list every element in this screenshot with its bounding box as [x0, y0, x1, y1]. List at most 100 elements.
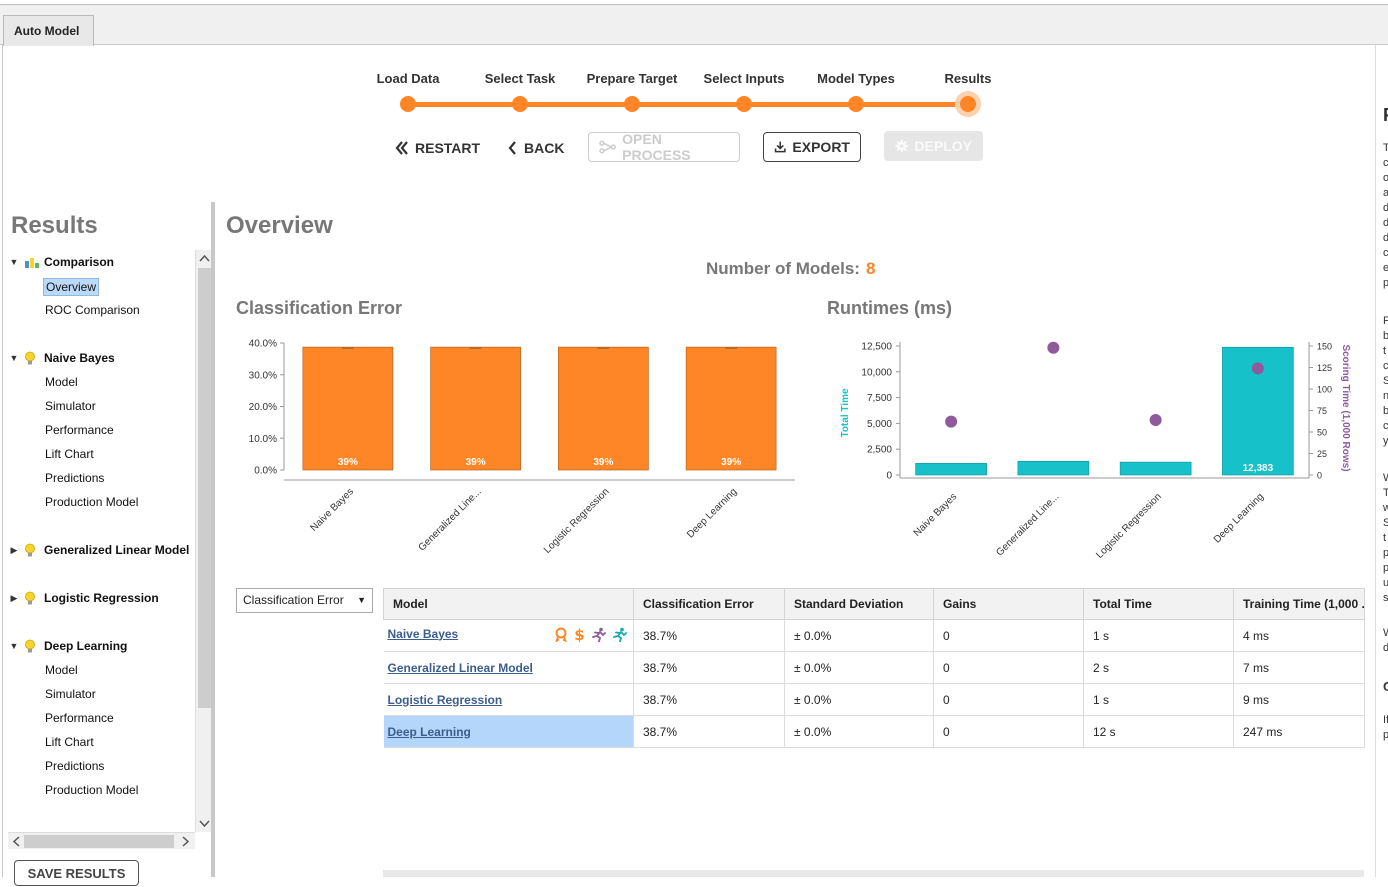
- clipped-text: If: [1383, 714, 1388, 726]
- expanded-arrow-icon[interactable]: ▼: [9, 641, 19, 651]
- tree-group-naive-bayes[interactable]: ▼ Naive Bayes: [8, 351, 115, 365]
- step-dot[interactable]: [512, 96, 528, 112]
- column-header[interactable]: Total Time: [1083, 588, 1234, 620]
- bar[interactable]: [558, 346, 649, 471]
- panel-splitter[interactable]: [211, 202, 215, 877]
- bar-data-label: 39%: [721, 457, 741, 468]
- tree-item-lift-chart[interactable]: Lift Chart: [45, 735, 94, 749]
- tree-item-predictions[interactable]: Predictions: [45, 471, 105, 485]
- model-cell[interactable]: Logistic Regression: [383, 683, 634, 716]
- tree-item-performance[interactable]: Performance: [45, 711, 114, 725]
- tree-item-overview[interactable]: Overview: [43, 278, 100, 296]
- scoring-time-point[interactable]: [945, 415, 958, 428]
- tree-item-production-model[interactable]: Production Model: [45, 495, 139, 509]
- save-results-button[interactable]: SAVE RESULTS: [14, 860, 139, 886]
- tree-item-production-model[interactable]: Production Model: [45, 783, 139, 797]
- total-time-bar[interactable]: [1017, 460, 1090, 476]
- scoring-time-point[interactable]: [1047, 341, 1060, 354]
- step-dot[interactable]: [960, 96, 976, 112]
- bar[interactable]: [685, 346, 777, 471]
- step-dot[interactable]: [624, 96, 640, 112]
- open-process-button[interactable]: OPEN PROCESS: [588, 131, 740, 163]
- scrollbar-thumb[interactable]: [24, 835, 174, 848]
- bar[interactable]: [302, 346, 394, 471]
- bulb-icon: [24, 351, 40, 365]
- model-link[interactable]: Generalized Linear Model: [387, 660, 533, 675]
- table-horizontal-scrollbar[interactable]: [383, 870, 1364, 877]
- model-cell[interactable]: Generalized Linear Model: [383, 651, 634, 684]
- step-label-results[interactable]: Results: [944, 71, 992, 86]
- bar[interactable]: [430, 346, 521, 471]
- model-link[interactable]: Logistic Regression: [387, 692, 503, 707]
- collapsed-arrow-icon[interactable]: ▶: [10, 592, 18, 603]
- tree-item-simulator[interactable]: Simulator: [45, 399, 96, 413]
- tree-group-comparison[interactable]: ▼ Comparison: [8, 255, 114, 269]
- tree-group-deep-learning[interactable]: ▼ Deep Learning: [8, 639, 128, 653]
- step-label-prepare-target[interactable]: Prepare Target: [586, 71, 678, 86]
- deploy-button[interactable]: DEPLOY: [884, 131, 983, 161]
- tree-item-roc-comparison[interactable]: ROC Comparison: [45, 303, 140, 317]
- download-icon: [774, 141, 786, 153]
- scroll-down-icon[interactable]: [199, 820, 210, 828]
- table-row[interactable]: Deep Learning 38.7% ± 0.0% 0 12 s 247 ms: [383, 715, 1365, 748]
- model-cell[interactable]: $ Naive Bayes: [383, 619, 634, 652]
- step-dot[interactable]: [848, 96, 864, 112]
- expanded-arrow-icon[interactable]: ▼: [9, 353, 19, 363]
- tree-item-simulator[interactable]: Simulator: [45, 687, 96, 701]
- scroll-left-icon[interactable]: [12, 836, 20, 847]
- scoring-time-point[interactable]: [1149, 413, 1162, 426]
- clipped-text: u: [1383, 577, 1388, 589]
- table-cell: 0: [933, 651, 1084, 684]
- model-link[interactable]: Deep Learning: [387, 724, 471, 739]
- scroll-up-icon[interactable]: [199, 254, 210, 262]
- step-label-model-types[interactable]: Model Types: [817, 71, 895, 86]
- back-label: BACK: [524, 140, 565, 156]
- left-y-tick-label: 12,500: [861, 342, 892, 353]
- metric-dropdown-value: Classification Error: [243, 593, 344, 607]
- horizontal-scrollbar[interactable]: [8, 832, 195, 849]
- model-cell[interactable]: Deep Learning: [383, 715, 634, 748]
- scroll-right-icon[interactable]: [182, 836, 190, 847]
- tree-item-model[interactable]: Model: [45, 375, 78, 389]
- column-header[interactable]: Gains: [933, 588, 1084, 620]
- step-label-select-inputs[interactable]: Select Inputs: [703, 71, 785, 86]
- model-link[interactable]: Naive Bayes: [387, 626, 459, 641]
- column-header[interactable]: Training Time (1,000 ...: [1233, 588, 1365, 620]
- vertical-scrollbar[interactable]: [195, 250, 212, 832]
- restart-button[interactable]: RESTART: [395, 138, 480, 158]
- clipped-text: c: [1383, 420, 1388, 432]
- total-time-bar[interactable]: [1119, 461, 1192, 476]
- table-cell: 7 ms: [1233, 651, 1365, 684]
- scoring-time-point[interactable]: [1251, 362, 1264, 375]
- tree-item-predictions[interactable]: Predictions: [45, 759, 105, 773]
- tree-item-performance[interactable]: Performance: [45, 423, 114, 437]
- back-button[interactable]: BACK: [508, 138, 564, 158]
- y-tick-label: 10.0%: [249, 434, 277, 445]
- column-header[interactable]: Standard Deviation: [784, 588, 934, 620]
- column-header[interactable]: Classification Error: [633, 588, 785, 620]
- scrollbar-thumb[interactable]: [198, 268, 211, 708]
- step-dot[interactable]: [400, 96, 416, 112]
- expanded-arrow-icon[interactable]: ▼: [9, 257, 19, 267]
- tab-auto-model[interactable]: Auto Model: [3, 15, 94, 46]
- export-button[interactable]: EXPORT: [763, 132, 861, 162]
- right-y-tick-label: 75: [1317, 406, 1327, 416]
- step-label-select-task[interactable]: Select Task: [484, 71, 556, 86]
- tree-item-model[interactable]: Model: [45, 663, 78, 677]
- metric-dropdown[interactable]: Classification Error ▼: [236, 588, 373, 613]
- clipped-text: c: [1383, 360, 1388, 372]
- tree-item-lift-chart[interactable]: Lift Chart: [45, 447, 94, 461]
- clipped-text: d: [1383, 202, 1388, 214]
- number-of-models: Number of Models: 8: [706, 259, 875, 279]
- collapsed-arrow-icon[interactable]: ▶: [10, 544, 18, 555]
- tree-group-generalized-linear-model[interactable]: ▶ Generalized Linear Model: [8, 543, 190, 557]
- step-label-load-data[interactable]: Load Data: [376, 71, 440, 86]
- clipped-text: e: [1383, 262, 1388, 274]
- step-dot[interactable]: [736, 96, 752, 112]
- total-time-bar[interactable]: [915, 463, 987, 476]
- tree-group-logistic-regression[interactable]: ▶ Logistic Regression: [8, 591, 159, 605]
- column-header[interactable]: Model: [383, 588, 634, 620]
